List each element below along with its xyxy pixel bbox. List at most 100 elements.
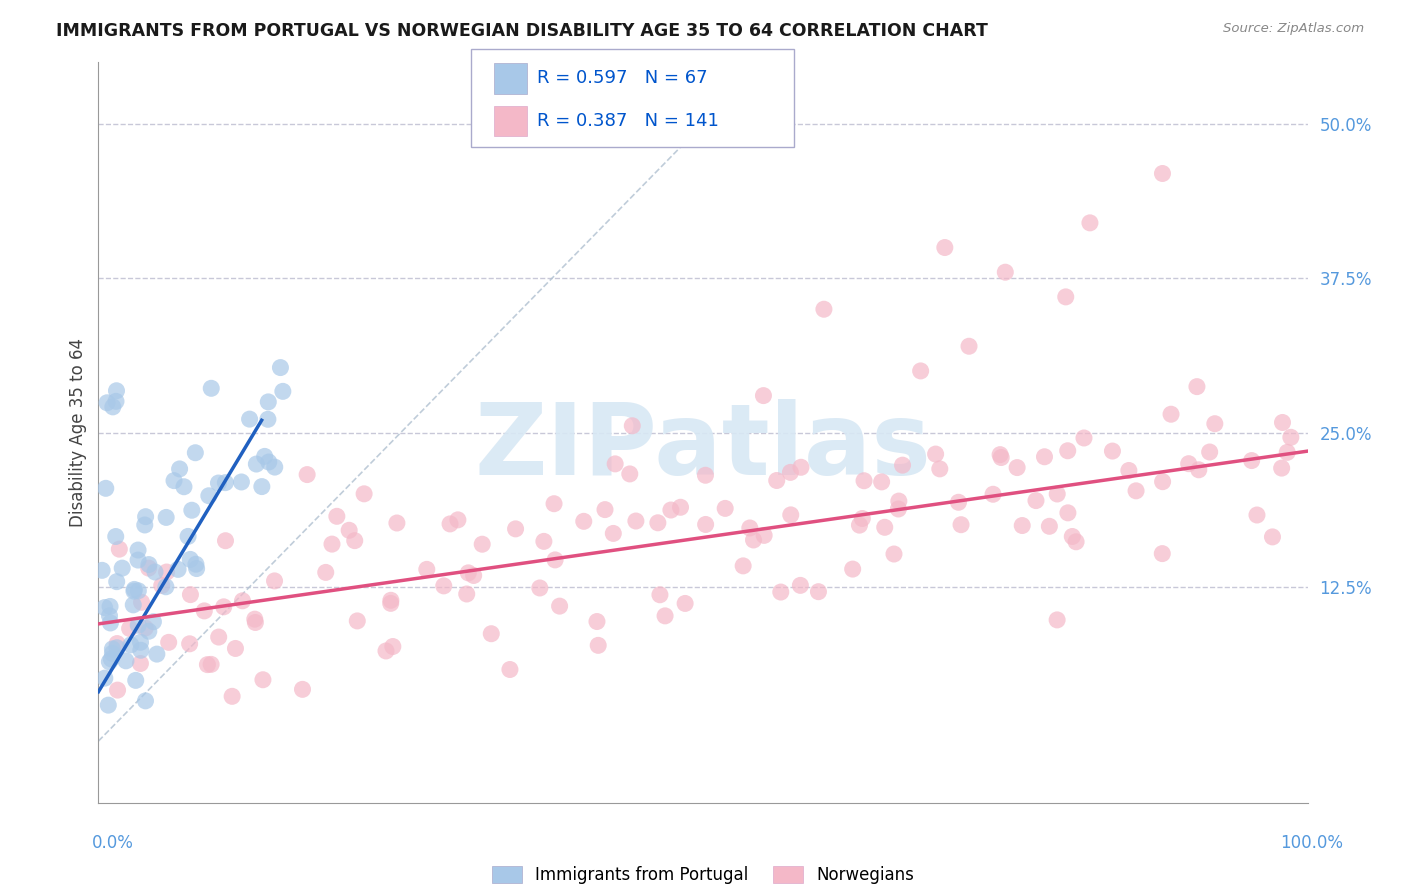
Point [1246,508,1268,522]
Point [93,600,115,615]
Point [380,593,402,607]
Point [1073,431,1095,445]
Point [326,509,349,524]
Point [988,448,1011,462]
Point [647,516,669,530]
Point [1279,430,1302,444]
Point [127,583,149,598]
Point [353,487,375,501]
Point [533,534,555,549]
Point [221,690,243,704]
Point [471,537,494,551]
Point [146,647,169,661]
Point [179,588,201,602]
Point [96,396,118,410]
Point [1152,547,1174,561]
Point [669,500,692,515]
Point [207,476,229,491]
Point [94,481,117,495]
Point [257,412,280,426]
Point [593,502,616,516]
Point [1062,529,1084,543]
Point [245,457,267,471]
Point [1033,450,1056,464]
Point [1064,534,1087,549]
Point [124,582,146,597]
Point [505,522,527,536]
Point [167,562,190,576]
Point [163,474,186,488]
Text: ZIPatlas: ZIPatlas [475,399,931,496]
Point [883,547,905,561]
Point [243,612,266,626]
Point [910,364,932,378]
Point [239,412,262,426]
Text: Source: ZipAtlas.com: Source: ZipAtlas.com [1223,22,1364,36]
Point [1118,463,1140,477]
Point [586,615,609,629]
Point [841,562,863,576]
Point [125,673,148,688]
Point [321,537,343,551]
Point [173,480,195,494]
Point [385,516,408,530]
Point [138,561,160,575]
Point [994,265,1017,279]
Point [200,381,222,395]
Point [269,360,291,375]
Point [807,584,830,599]
Point [648,588,671,602]
Point [624,514,647,528]
Point [108,542,131,557]
Point [179,552,201,566]
Point [873,520,896,534]
Point [1101,444,1123,458]
Point [100,615,122,630]
Point [250,480,273,494]
Point [479,626,502,640]
Point [118,622,141,636]
Point [851,511,873,525]
Point [186,561,208,575]
Text: R = 0.387   N = 141: R = 0.387 N = 141 [537,112,718,130]
Point [447,513,470,527]
Point [439,516,461,531]
Point [315,566,337,580]
Point [928,462,950,476]
Point [1005,460,1028,475]
Point [779,508,801,522]
Point [789,578,811,592]
Point [127,553,149,567]
Text: 100.0%: 100.0% [1279,834,1343,852]
Point [135,509,157,524]
Point [456,587,478,601]
Point [120,638,142,652]
Point [790,460,813,475]
Point [257,395,280,409]
Point [1277,445,1299,459]
Point [142,615,165,629]
Point [813,302,835,317]
Point [208,630,231,644]
Point [673,597,696,611]
Point [1054,290,1077,304]
Point [1038,519,1060,533]
Point [257,455,280,469]
Point [1046,613,1069,627]
Point [155,580,177,594]
Point [738,521,761,535]
Point [150,578,173,592]
Text: IMMIGRANTS FROM PORTUGAL VS NORWEGIAN DISABILITY AGE 35 TO 64 CORRELATION CHART: IMMIGRANTS FROM PORTUGAL VS NORWEGIAN DI… [56,22,988,40]
Point [107,683,129,698]
Point [101,642,124,657]
Point [1271,416,1294,430]
Point [115,654,138,668]
Point [157,635,180,649]
Point [924,447,946,461]
Point [433,579,456,593]
Point [169,462,191,476]
Point [105,384,128,398]
Point [184,558,207,572]
Point [848,518,870,533]
Point [212,599,235,614]
